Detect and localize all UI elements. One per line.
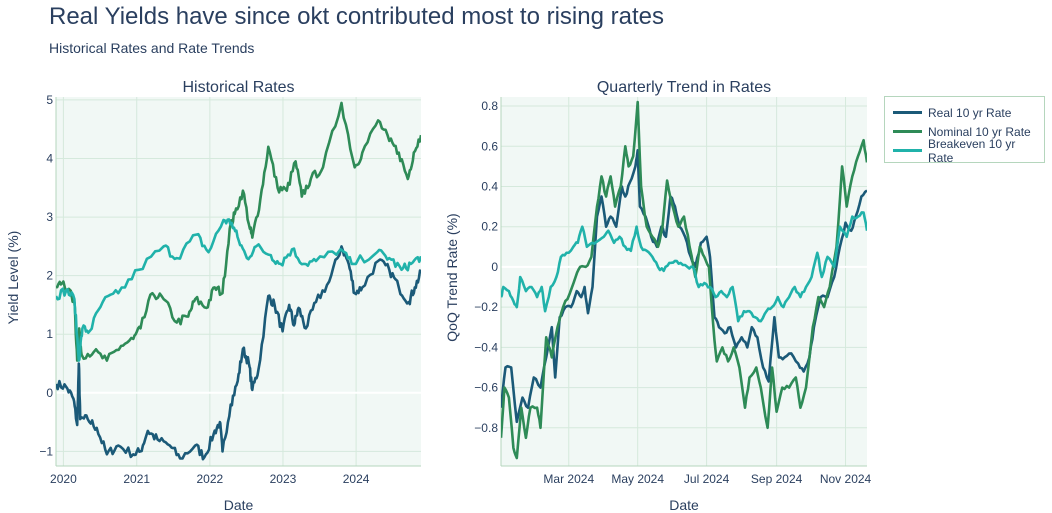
x-tick-label: Nov 2024 <box>820 472 872 486</box>
x-tick-label: Jul 2024 <box>684 472 730 486</box>
x-tick-label: Sep 2024 <box>751 472 803 486</box>
x-tick-label: 2020 <box>50 472 77 486</box>
y-tick-label: 0.4 <box>481 179 498 193</box>
y-tick-label: 1 <box>46 327 53 341</box>
y-tick-label: −1 <box>39 444 53 458</box>
legend-item-breakeven[interactable]: Breakeven 10 yr Rate <box>893 137 1044 165</box>
legend-item-real[interactable]: Real 10 yr Rate <box>893 103 1044 122</box>
y-axis-title: Yield Level (%) <box>5 231 21 325</box>
x-tick-label: Mar 2024 <box>543 472 594 486</box>
legend-label: Breakeven 10 yr Rate <box>927 136 1016 165</box>
subplot-title: Quarterly Trend in Rates <box>597 79 771 96</box>
y-tick-label: 3 <box>46 210 53 224</box>
x-tick-label: 2023 <box>270 472 297 486</box>
legend: Real 10 yr Rate Nominal 10 yr Rate Break… <box>884 96 1045 165</box>
y-tick-label: 0 <box>46 386 53 400</box>
y-tick-label: −0.6 <box>474 381 498 395</box>
y-tick-label: −0.8 <box>474 421 498 435</box>
y-tick-label: 0.2 <box>481 220 498 234</box>
y-tick-label: 0 <box>491 260 498 274</box>
figure-subtitle: Historical Rates and Rate Trends <box>49 40 255 56</box>
x-tick-label: 2022 <box>197 472 224 486</box>
legend-swatch-nominal <box>893 130 922 133</box>
subplot-1: 2020 2021 2022 2023 2024 −1 0 1 2 3 4 5 Historical R… <box>5 79 421 513</box>
y-tick-label: 5 <box>46 93 53 107</box>
plot-area <box>501 97 867 466</box>
series-line-breakeven <box>501 211 867 323</box>
series-line-real <box>501 149 867 424</box>
x-axis-title: Date <box>224 497 254 513</box>
y-tick-label: 2 <box>46 269 53 283</box>
y-tick-label: −0.2 <box>474 300 498 314</box>
x-axis-title: Date <box>669 497 699 513</box>
series-line-real <box>56 245 421 461</box>
legend-label: Nominal 10 yr Rate <box>928 124 1031 139</box>
legend-item-nominal[interactable]: Nominal 10 yr Rate <box>893 122 1044 141</box>
subplot-2: Mar 2024 May 2024 Jul 2024 Sep 2024 Nov 2024… <box>444 79 872 513</box>
series-line-nominal <box>501 100 867 460</box>
x-tick-label: May 2024 <box>611 472 664 486</box>
series-line-breakeven <box>56 218 421 362</box>
y-axis-title: QoQ Trend Rate (%) <box>444 213 460 341</box>
legend-swatch-breakeven <box>893 149 922 152</box>
legend-swatch-real <box>893 111 922 114</box>
figure-title: Real Yields have since okt contributed m… <box>49 3 664 30</box>
x-tick-label: 2024 <box>343 472 370 486</box>
y-tick-label: 4 <box>46 152 53 166</box>
y-tick-label: 0.8 <box>481 99 498 113</box>
y-tick-label: −0.4 <box>474 340 498 354</box>
y-tick-label: 0.6 <box>481 139 498 153</box>
legend-label: Real 10 yr Rate <box>928 105 1012 120</box>
x-tick-label: 2021 <box>123 472 150 486</box>
series-line-nominal <box>56 101 421 362</box>
subplot-title: Historical Rates <box>182 79 294 96</box>
